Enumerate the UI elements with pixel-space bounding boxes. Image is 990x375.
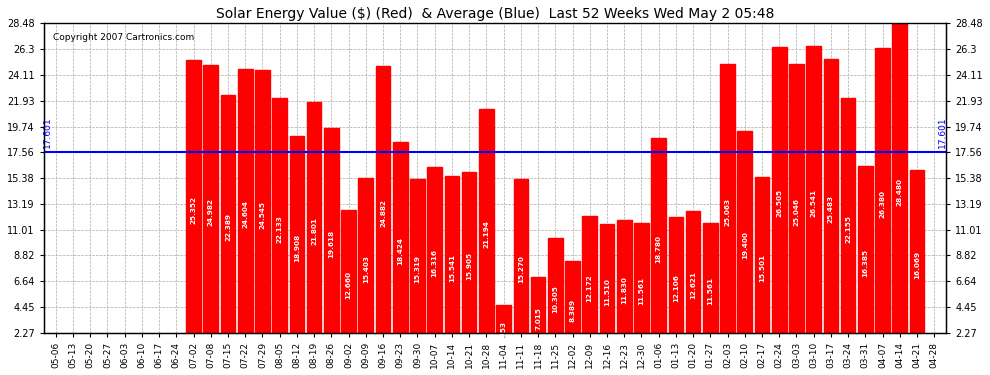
- Bar: [634, 223, 648, 360]
- Text: 12.106: 12.106: [673, 274, 679, 302]
- Text: 17.601: 17.601: [43, 117, 51, 148]
- Bar: [841, 98, 855, 360]
- Text: 18.780: 18.780: [655, 235, 661, 263]
- Text: 16.069: 16.069: [914, 251, 920, 279]
- Bar: [272, 98, 287, 360]
- Text: 26.505: 26.505: [776, 189, 782, 217]
- Text: 15.501: 15.501: [759, 254, 765, 282]
- Text: 26.541: 26.541: [811, 189, 817, 217]
- Text: 22.389: 22.389: [225, 213, 231, 242]
- Text: 18.424: 18.424: [397, 237, 403, 265]
- Bar: [565, 261, 580, 360]
- Bar: [806, 46, 821, 360]
- Bar: [290, 136, 304, 360]
- Text: 15.270: 15.270: [518, 255, 524, 284]
- Text: 21.801: 21.801: [311, 217, 317, 245]
- Bar: [617, 220, 632, 360]
- Bar: [703, 223, 718, 360]
- Bar: [686, 211, 700, 360]
- Text: 15.905: 15.905: [466, 252, 472, 280]
- Text: 25.063: 25.063: [725, 198, 731, 226]
- Bar: [910, 170, 925, 360]
- Text: 16.385: 16.385: [862, 249, 868, 277]
- Text: 12.621: 12.621: [690, 271, 696, 299]
- Bar: [358, 178, 373, 360]
- Text: Copyright 2007 Cartronics.com: Copyright 2007 Cartronics.com: [52, 33, 194, 42]
- Bar: [738, 130, 752, 360]
- Text: 11.830: 11.830: [621, 276, 628, 304]
- Bar: [342, 210, 356, 360]
- Text: 16.316: 16.316: [432, 249, 438, 277]
- Bar: [789, 64, 804, 360]
- Bar: [410, 179, 425, 360]
- Text: 22.133: 22.133: [276, 215, 283, 243]
- Text: 28.480: 28.480: [897, 177, 903, 206]
- Text: 22.155: 22.155: [845, 215, 851, 243]
- Text: 24.982: 24.982: [208, 198, 214, 226]
- Bar: [221, 95, 236, 360]
- Bar: [875, 48, 890, 360]
- Bar: [376, 66, 390, 360]
- Bar: [858, 166, 872, 360]
- Text: 8.389: 8.389: [569, 298, 575, 322]
- Text: 11.561: 11.561: [707, 278, 714, 305]
- Title: Solar Energy Value ($) (Red)  & Average (Blue)  Last 52 Weeks Wed May 2 05:48: Solar Energy Value ($) (Red) & Average (…: [216, 7, 774, 21]
- Text: 26.380: 26.380: [879, 190, 885, 218]
- Bar: [824, 59, 839, 360]
- Text: 17.601: 17.601: [939, 117, 947, 148]
- Text: 15.541: 15.541: [448, 254, 455, 282]
- Bar: [547, 238, 562, 360]
- Text: 19.400: 19.400: [742, 231, 747, 259]
- Bar: [445, 176, 459, 360]
- Bar: [238, 69, 252, 360]
- Bar: [582, 216, 597, 360]
- Text: 15.403: 15.403: [362, 255, 369, 283]
- Text: 19.618: 19.618: [329, 230, 335, 258]
- Bar: [204, 65, 218, 360]
- Bar: [720, 64, 735, 360]
- Text: 25.352: 25.352: [190, 196, 197, 224]
- Text: 24.545: 24.545: [259, 201, 265, 229]
- Bar: [186, 60, 201, 360]
- Text: 18.908: 18.908: [294, 234, 300, 262]
- Text: 4.653: 4.653: [501, 321, 507, 344]
- Bar: [772, 47, 786, 360]
- Bar: [462, 172, 476, 360]
- Bar: [892, 24, 907, 360]
- Bar: [479, 110, 494, 360]
- Bar: [428, 167, 443, 360]
- Bar: [324, 128, 339, 360]
- Text: 24.604: 24.604: [243, 201, 248, 228]
- Text: 10.305: 10.305: [552, 285, 558, 313]
- Bar: [496, 304, 511, 360]
- Text: 11.561: 11.561: [639, 278, 644, 305]
- Text: 25.046: 25.046: [793, 198, 800, 226]
- Bar: [600, 224, 614, 360]
- Bar: [754, 177, 769, 360]
- Bar: [651, 138, 666, 360]
- Text: 24.882: 24.882: [380, 199, 386, 227]
- Bar: [393, 142, 408, 360]
- Text: 7.015: 7.015: [535, 307, 542, 330]
- Text: 25.483: 25.483: [828, 195, 834, 223]
- Text: 15.319: 15.319: [415, 255, 421, 283]
- Bar: [255, 70, 270, 360]
- Bar: [514, 179, 528, 360]
- Text: 11.510: 11.510: [604, 278, 610, 306]
- Text: 12.172: 12.172: [587, 274, 593, 302]
- Bar: [668, 217, 683, 360]
- Bar: [531, 277, 545, 360]
- Text: 12.660: 12.660: [346, 271, 351, 299]
- Text: 21.194: 21.194: [483, 220, 489, 249]
- Bar: [307, 102, 322, 360]
